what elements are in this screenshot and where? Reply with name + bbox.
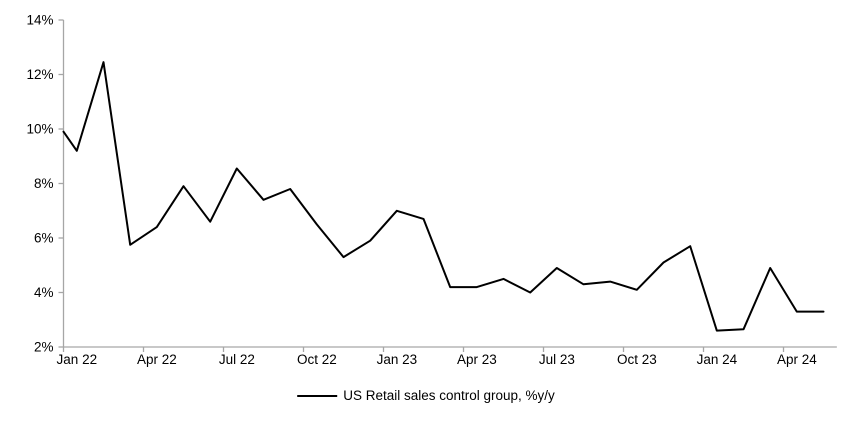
y-tick-label: 12% <box>26 67 53 82</box>
legend: US Retail sales control group, %y/y <box>297 389 555 403</box>
legend-label: US Retail sales control group, %y/y <box>343 388 555 403</box>
x-tick-label: Oct 23 <box>617 352 657 367</box>
y-tick-label: 2% <box>34 340 54 355</box>
y-tick-label: 10% <box>26 122 53 137</box>
y-tick-label: 8% <box>34 176 54 191</box>
x-tick-label: Jan 22 <box>57 352 98 367</box>
x-tick-label: Jan 24 <box>697 352 738 367</box>
x-tick-label: Jul 22 <box>219 352 255 367</box>
y-tick-label: 4% <box>34 285 54 300</box>
x-tick-label: Apr 24 <box>777 352 817 367</box>
x-tick-label: Apr 22 <box>137 352 177 367</box>
legend-line-marker <box>297 394 338 397</box>
x-tick-label: Oct 22 <box>297 352 337 367</box>
y-tick-label: 14% <box>26 13 53 28</box>
series-line-retail-sales <box>62 61 825 332</box>
y-tick-label: 6% <box>34 231 54 246</box>
x-tick-label: Jan 23 <box>377 352 418 367</box>
x-tick-label: Apr 23 <box>457 352 497 367</box>
x-tick-label: Jul 23 <box>539 352 575 367</box>
